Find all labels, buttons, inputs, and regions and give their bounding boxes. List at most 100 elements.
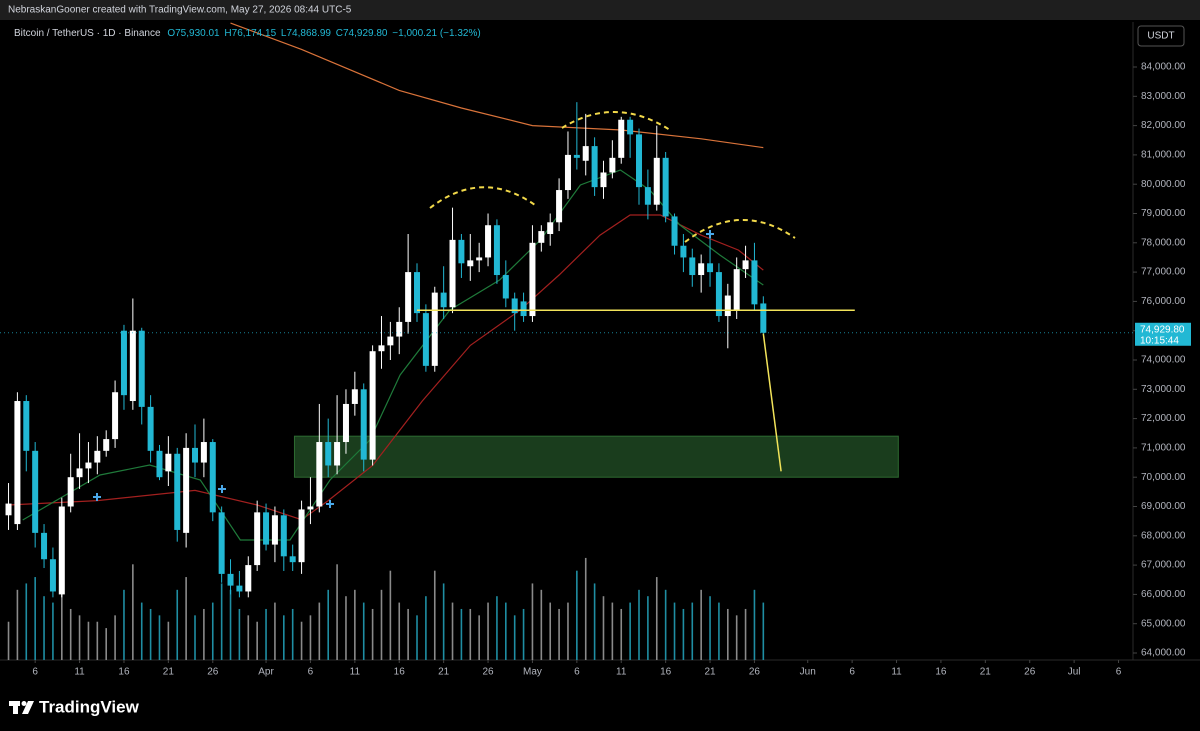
volume-bar <box>167 621 170 660</box>
volume-bar <box>727 608 729 660</box>
ohlc-value: 74,868.99 <box>286 28 331 39</box>
candle-body <box>627 119 634 135</box>
currency-button[interactable] <box>1137 25 1185 47</box>
x-tick-label: 21 <box>704 667 716 678</box>
candle-body <box>751 260 758 305</box>
volume-bar <box>220 583 223 660</box>
x-tick-label: 6 <box>849 667 855 678</box>
arc <box>561 111 671 131</box>
candle-body <box>449 239 456 308</box>
currency[interactable]: USDT <box>1147 31 1174 42</box>
volume-bar <box>185 577 187 660</box>
volume-bar <box>655 577 658 660</box>
candle-body <box>636 134 643 188</box>
volume-bar <box>398 602 401 660</box>
candle-body <box>458 239 465 264</box>
y-tick-label: 79,000.00 <box>1141 208 1186 219</box>
volume-bar <box>283 615 285 660</box>
volume-bar <box>300 621 303 660</box>
candle-body <box>600 172 607 188</box>
marker <box>218 485 226 493</box>
candle-body <box>5 503 12 516</box>
x-tick-label: 6 <box>574 667 580 678</box>
marker <box>326 500 334 508</box>
y-tick-label: 76,000.00 <box>1141 296 1186 307</box>
volume-bar <box>309 615 312 660</box>
y-tick-label: 69,000.00 <box>1141 501 1186 512</box>
volume-bar <box>96 621 99 660</box>
x-tick-label: 11 <box>891 667 902 678</box>
candle-body <box>529 242 536 317</box>
projection-line <box>762 333 782 472</box>
x-tick-label: 26 <box>482 667 494 678</box>
logo-part <box>22 701 34 714</box>
y-tick-label: 83,000.00 <box>1141 91 1186 102</box>
candle-body <box>547 222 554 235</box>
candle-body <box>414 272 421 314</box>
candle-body <box>707 263 714 273</box>
volume-bar <box>52 602 54 660</box>
candle-body <box>174 453 181 530</box>
candle-body <box>41 532 48 560</box>
volume-bar <box>25 583 28 660</box>
candle-body <box>698 263 705 276</box>
candle-body <box>147 406 154 451</box>
volume-bar <box>531 583 534 660</box>
candle-body <box>422 313 429 366</box>
candle-body <box>369 351 376 460</box>
volume-bar <box>744 608 747 660</box>
volume-bar <box>194 615 196 660</box>
price-tag-price: 74,929.80 <box>1140 324 1185 335</box>
y-tick-label: 74,000.00 <box>1141 355 1186 366</box>
volume-bar <box>673 602 676 660</box>
y-tick-label: 73,000.00 <box>1141 384 1186 395</box>
candle-body <box>573 154 580 158</box>
candle-body <box>325 442 332 466</box>
volume-bar <box>7 621 10 660</box>
candle-body <box>493 225 500 276</box>
ohlc-label: O <box>167 28 175 39</box>
volume-bar <box>61 589 63 660</box>
x-tick-label: 16 <box>660 667 672 678</box>
volume-bar <box>762 602 765 660</box>
candle-body <box>351 389 358 404</box>
moving-average <box>230 22 764 149</box>
marker <box>706 230 714 238</box>
candle-body <box>609 157 616 173</box>
volume-bar <box>327 589 330 660</box>
volume-bar <box>114 615 116 660</box>
volume-bar <box>602 596 605 660</box>
candle-body <box>129 330 136 402</box>
candle-body <box>653 157 660 205</box>
candle-body <box>200 442 207 463</box>
brand-logo <box>9 701 34 714</box>
x-tick-label: 21 <box>163 667 175 678</box>
volume-bar <box>132 564 134 660</box>
volume-bar <box>522 608 525 660</box>
candle-body <box>120 330 127 396</box>
candle-body <box>662 157 669 217</box>
candle-body <box>289 556 296 563</box>
candle-body <box>431 292 438 366</box>
candle-body <box>58 506 65 595</box>
y-tick-label: 84,000.00 <box>1141 62 1186 73</box>
marker <box>93 493 101 501</box>
candle-body <box>485 225 492 258</box>
ohlc-value: 75,930.01 <box>175 28 220 39</box>
x-tick-label: 16 <box>935 667 947 678</box>
volume-bar <box>43 596 45 660</box>
arc <box>429 186 536 209</box>
candle-body <box>724 295 731 317</box>
price-tag <box>1135 322 1191 346</box>
volume-bar <box>513 615 516 660</box>
candle-body <box>591 146 598 188</box>
volume-bar <box>16 589 19 660</box>
candle-body <box>218 512 225 574</box>
candle-body <box>618 119 625 158</box>
candle-body <box>538 231 545 243</box>
top-bar <box>0 0 1200 20</box>
candle-body <box>689 257 696 276</box>
candle-body <box>671 216 678 246</box>
candle-body <box>307 506 314 510</box>
